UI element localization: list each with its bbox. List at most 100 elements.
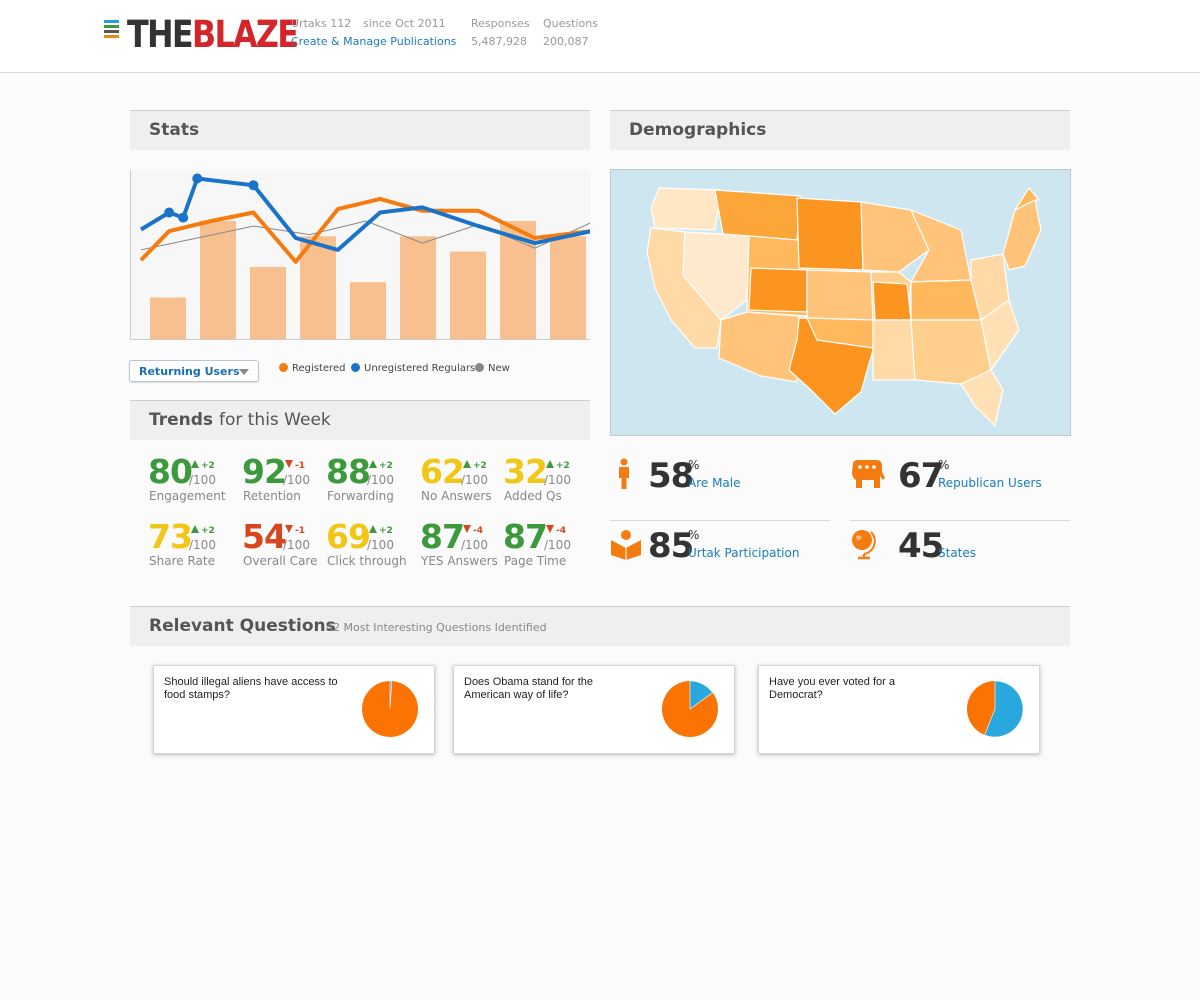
logo[interactable]: THEBLAZE	[127, 13, 299, 56]
chart-bar	[400, 236, 436, 339]
trend-value: 80	[148, 452, 193, 491]
chart-point	[248, 180, 259, 191]
us-map-svg	[646, 187, 1042, 427]
map-region-az-nm	[718, 311, 800, 383]
trend-delta: +2	[546, 460, 570, 471]
question-pie-chart	[967, 680, 1024, 738]
arrow-up-icon	[191, 460, 199, 468]
question-card[interactable]: Have you ever voted for a Democrat?	[758, 665, 1040, 754]
map-region-maine	[1014, 187, 1040, 211]
trend-label: Share Rate	[149, 554, 215, 568]
trends-header: Trends for this Week	[130, 400, 590, 440]
arrow-up-icon	[369, 525, 377, 533]
chart-bar	[150, 297, 186, 339]
responses-value: 5,487,928	[471, 35, 527, 48]
question-text: Should illegal aliens have access to foo…	[164, 676, 338, 701]
series-line-registered	[139, 196, 590, 264]
trend-value: 62	[420, 452, 465, 491]
trend-label: YES Answers	[421, 554, 498, 568]
map-region-pacific-nw	[650, 187, 722, 231]
trend-metric: 88/100 +2 Forwarding	[326, 454, 416, 504]
urtaks-count: Urtaks 112	[291, 17, 352, 30]
chart-bar	[250, 266, 286, 339]
trend-metric: 54/100 -1 Overall Care	[242, 519, 332, 569]
trend-metric: 73/100 +2 Share Rate	[148, 519, 238, 569]
states-label[interactable]: States	[938, 546, 977, 560]
trend-label: No Answers	[421, 489, 492, 503]
male-value: 58	[648, 456, 694, 496]
logo-mark	[104, 20, 119, 40]
trend-metric: 32/100 +2 Added Qs	[503, 454, 593, 504]
trend-label: Retention	[243, 489, 301, 503]
trend-value: 88	[326, 452, 371, 491]
legend-unregistered: Unregistered Regulars	[351, 363, 475, 374]
trend-label: Page Time	[504, 554, 567, 568]
pie-slice-yes	[689, 680, 714, 710]
trend-delta: -4	[463, 525, 483, 536]
us-map[interactable]	[610, 169, 1071, 436]
question-pie-chart	[362, 680, 418, 737]
relevant-header: Relevant Questions 42 Most Interesting Q…	[130, 606, 1070, 646]
male-pct: %	[688, 458, 700, 472]
questions-value: 200,087	[543, 35, 589, 48]
trend-denominator: /100	[461, 473, 488, 487]
chart-point	[192, 173, 203, 184]
trend-value: 73	[148, 517, 193, 556]
question-card[interactable]: Does Obama stand for the American way of…	[453, 665, 735, 754]
arrow-up-icon	[546, 460, 554, 468]
participation-label[interactable]: Urtak Participation	[688, 546, 800, 560]
trend-delta: +2	[191, 525, 215, 536]
stats-title: Stats	[149, 120, 200, 140]
trend-value: 87	[503, 517, 548, 556]
legend-registered: Registered	[279, 363, 345, 374]
trend-label: Overall Care	[243, 554, 318, 568]
trend-label: Forwarding	[327, 489, 394, 503]
question-pie-chart	[662, 680, 718, 737]
person-icon	[619, 458, 629, 489]
pie-slice-yes	[389, 680, 393, 710]
questions-label: Questions	[543, 17, 598, 30]
chart-bar	[300, 236, 336, 339]
demographics-header: Demographics	[610, 110, 1070, 150]
demographics-title: Demographics	[629, 120, 767, 140]
map-region-missouri	[872, 281, 912, 321]
republican-label[interactable]: Republican Users	[938, 476, 1042, 490]
trends-title: Trends for this Week	[149, 410, 331, 430]
trend-denominator: /100	[544, 473, 571, 487]
stats-chart	[130, 170, 590, 340]
trend-value: 92	[242, 452, 287, 491]
map-region-idaho-mont	[714, 189, 802, 241]
trend-delta: -4	[546, 525, 566, 536]
republican-value: 67	[898, 456, 944, 496]
legend-new: New	[475, 363, 510, 374]
male-label[interactable]: Are Male	[688, 476, 741, 490]
map-region-upper-midwest	[860, 201, 930, 273]
trend-denominator: /100	[367, 473, 394, 487]
trend-delta: +2	[191, 460, 215, 471]
participation-pct: %	[688, 528, 700, 542]
relevant-subtitle: 42 Most Interesting Questions Identified	[326, 621, 547, 634]
top-header: THEBLAZE Urtaks 112 since Oct 2011 Creat…	[0, 0, 1200, 73]
question-text: Does Obama stand for the American way of…	[464, 676, 594, 701]
book-reader-icon	[611, 530, 641, 560]
map-region-southeast	[910, 319, 992, 385]
trend-delta: +2	[463, 460, 487, 471]
relevant-title: Relevant Questions	[149, 616, 336, 636]
map-region-nebraska-kansas	[806, 269, 874, 321]
legend-swatch	[351, 363, 360, 372]
chart-point	[164, 207, 175, 218]
trend-denominator: /100	[189, 538, 216, 552]
stat-republican: 67 % Republican Users	[850, 458, 1070, 508]
map-region-south-central	[872, 319, 916, 381]
arrow-down-icon	[546, 525, 554, 533]
series-line-new	[140, 220, 590, 251]
manage-publications-link[interactable]: Create & Manage Publications	[291, 35, 457, 48]
trend-delta: -1	[285, 525, 305, 536]
stat-participation: 85 % Urtak Participation	[610, 528, 830, 578]
user-type-dropdown[interactable]: Returning Users	[129, 360, 259, 382]
map-region-dakotas	[796, 197, 864, 271]
trend-metric: 80/100 +2 Engagement	[148, 454, 238, 504]
pie-slice-yes	[984, 680, 1024, 738]
legend-swatch	[475, 363, 484, 372]
question-card[interactable]: Should illegal aliens have access to foo…	[153, 665, 435, 754]
